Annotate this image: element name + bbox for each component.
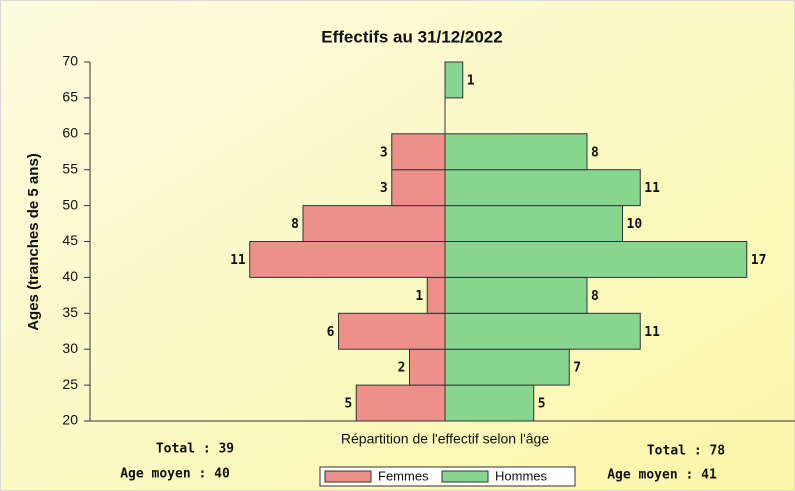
y-tick-label: 40 <box>62 268 78 284</box>
bar <box>444 384 535 422</box>
value-label: 8 <box>591 145 599 160</box>
annotation: Total : 78 <box>647 444 725 459</box>
bar <box>444 348 570 386</box>
bar <box>391 133 446 171</box>
value-label: 6 <box>327 325 335 340</box>
bar <box>391 169 446 207</box>
value-label: 2 <box>398 361 406 376</box>
y-axis-label: Ages (tranches de 5 ans) <box>25 153 42 331</box>
value-label: 1 <box>415 289 423 304</box>
bar <box>444 312 641 350</box>
value-label: 11 <box>644 181 660 196</box>
value-label: 5 <box>538 397 546 412</box>
chart-title: Effectifs au 31/12/2022 <box>321 27 502 46</box>
y-tick-label: 20 <box>62 412 78 428</box>
bar <box>444 133 588 171</box>
value-label: 17 <box>751 253 767 268</box>
y-tick-label: 60 <box>62 125 78 141</box>
y-tick-label: 65 <box>62 89 78 105</box>
annotation: Total : 39 <box>156 442 234 457</box>
bar <box>249 241 446 278</box>
x-axis-label: Répartition de l'effectif selon l'âge <box>341 431 549 447</box>
y-tick-label: 50 <box>62 196 78 212</box>
annotation: Age moyen : 40 <box>120 467 230 482</box>
value-label: 11 <box>230 253 246 268</box>
value-label: 8 <box>291 217 299 232</box>
y-tick-label: 55 <box>62 160 78 176</box>
value-label: 3 <box>380 145 388 160</box>
bar <box>444 169 641 207</box>
value-label: 8 <box>591 289 599 304</box>
value-label: 11 <box>644 325 660 340</box>
legend-label: Hommes <box>495 468 548 483</box>
legend-label: Femmes <box>378 468 429 483</box>
y-tick-label: 45 <box>62 232 78 248</box>
value-label: 10 <box>627 217 643 232</box>
bar <box>444 61 464 99</box>
bar <box>444 241 748 278</box>
annotation: Age moyen : 41 <box>607 468 717 483</box>
legend-swatch <box>441 470 489 483</box>
bar <box>355 384 446 422</box>
bar <box>426 276 446 314</box>
y-tick-label: 70 <box>62 53 78 69</box>
y-tick-label: 25 <box>62 376 78 392</box>
legend-swatch <box>324 470 372 483</box>
value-label: 3 <box>380 181 388 196</box>
bar <box>444 276 588 314</box>
y-tick-label: 30 <box>62 340 78 356</box>
bar <box>302 205 446 243</box>
bar <box>338 312 446 350</box>
value-label: 5 <box>344 397 352 412</box>
value-label: 7 <box>573 361 581 376</box>
value-label: 1 <box>467 73 475 88</box>
y-tick-label: 35 <box>62 304 78 320</box>
bar <box>409 348 446 386</box>
bar <box>444 205 623 243</box>
